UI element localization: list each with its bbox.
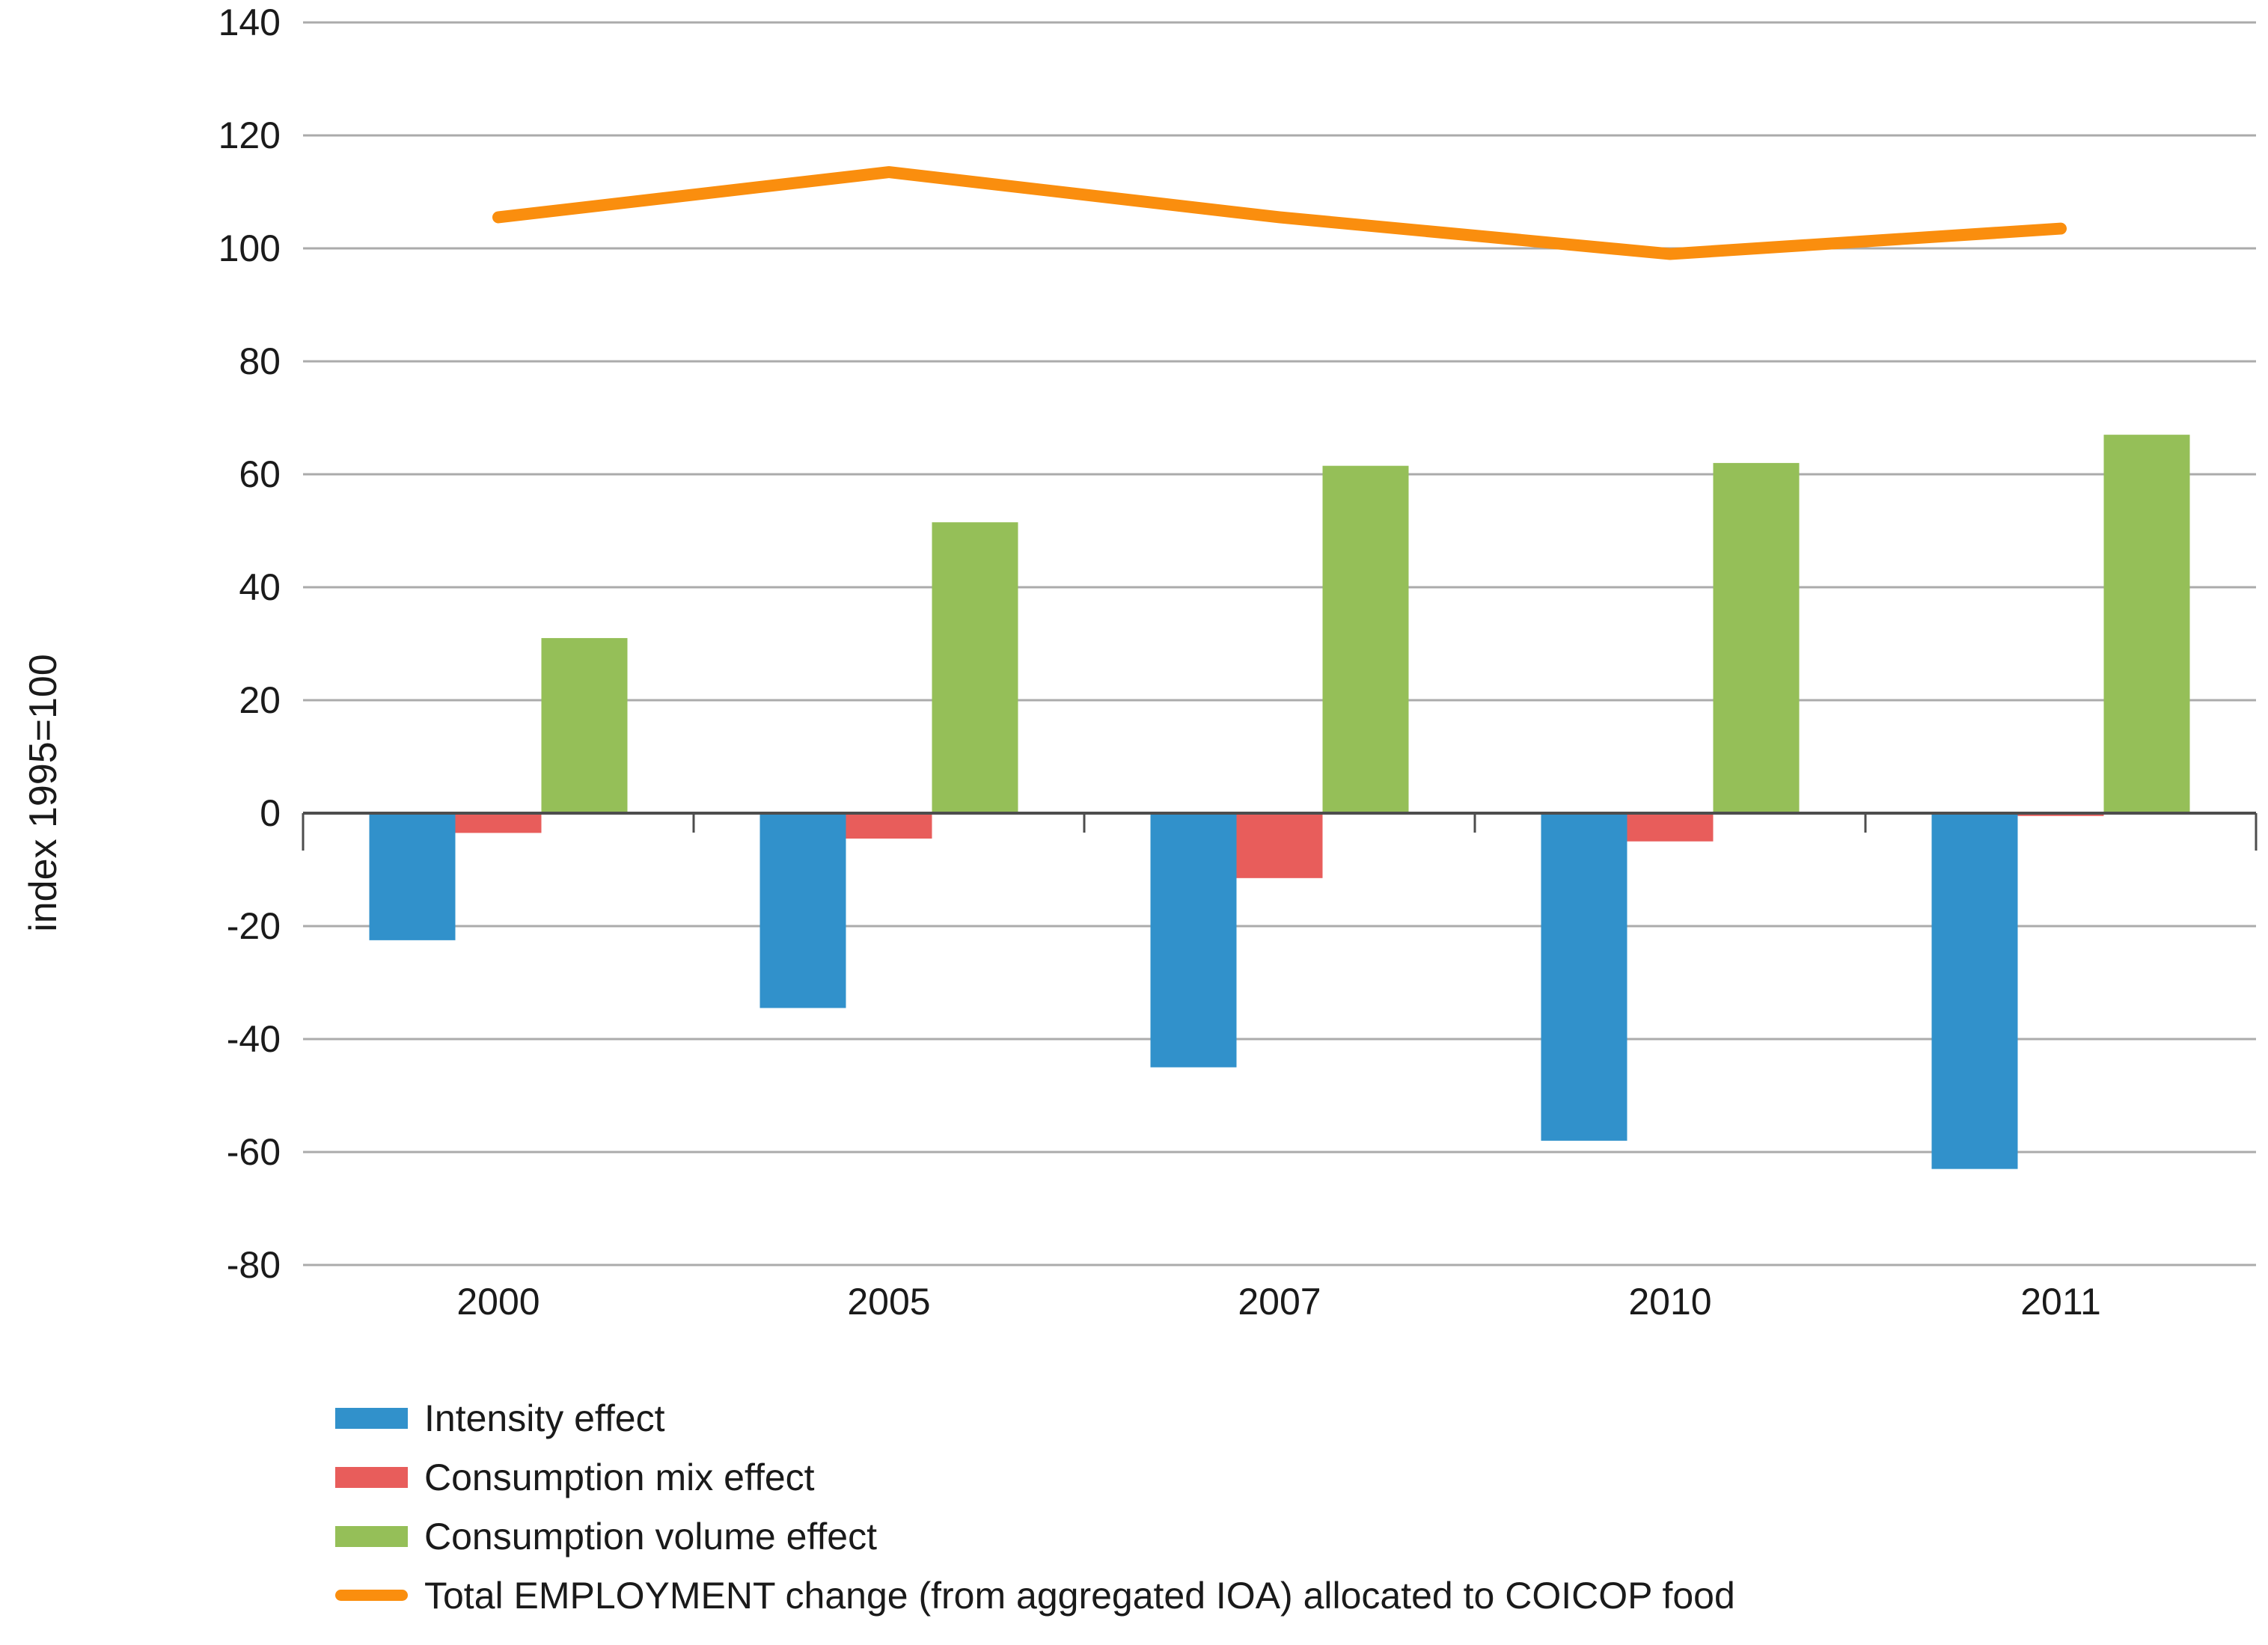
y-tick-label-100: 100: [218, 227, 281, 269]
bar-intensity-effect-2005: [759, 813, 846, 1008]
legend-item-total-employment-change: Total EMPLOYMENT change (from aggregated…: [335, 1566, 1735, 1625]
bar-consumption-mix-effect-2010: [1627, 813, 1714, 842]
x-tick-label-2010: 2010: [1628, 1281, 1711, 1323]
bar-consumption-mix-effect-2005: [846, 813, 932, 839]
y-tick-label--80: -80: [227, 1244, 281, 1286]
x-tick-label-2011: 2011: [2020, 1281, 2101, 1323]
y-tick-label--40: -40: [227, 1018, 281, 1060]
bar-consumption-volume-effect-2005: [932, 522, 1018, 813]
y-tick-label-20: 20: [239, 679, 281, 721]
bar-consumption-volume-effect-2007: [1322, 465, 1409, 813]
bar-intensity-effect-2011: [1931, 813, 2018, 1169]
legend-item-consumption-volume-effect: Consumption volume effect: [335, 1507, 1735, 1566]
legend-label-consumption-mix-effect: Consumption mix effect: [424, 1456, 815, 1498]
legend-label-total-employment-change: Total EMPLOYMENT change (from aggregated…: [424, 1574, 1735, 1617]
y-tick-label-120: 120: [218, 114, 281, 156]
x-tick-label-2005: 2005: [847, 1281, 930, 1323]
legend-item-consumption-mix-effect: Consumption mix effect: [335, 1448, 1735, 1507]
y-tick-label-140: 140: [218, 1, 281, 43]
legend-item-intensity-effect: Intensity effect: [335, 1388, 1735, 1448]
legend: Intensity effect Consumption mix effect …: [335, 1388, 1735, 1625]
y-tick-label-80: 80: [239, 340, 281, 382]
bar-consumption-volume-effect-2010: [1713, 462, 1800, 813]
bar-intensity-effect-2010: [1541, 813, 1627, 1141]
bar-intensity-effect-2000: [369, 813, 456, 940]
legend-label-intensity-effect: Intensity effect: [424, 1397, 665, 1439]
y-tick-label-0: 0: [260, 792, 281, 834]
legend-swatch-consumption-mix-effect: [335, 1466, 408, 1488]
legend-label-consumption-volume-effect: Consumption volume effect: [424, 1515, 877, 1557]
bar-consumption-volume-effect-2000: [541, 637, 628, 813]
y-tick-label--20: -20: [227, 905, 281, 947]
bar-consumption-mix-effect-2007: [1236, 813, 1323, 878]
legend-swatch-intensity-effect: [335, 1407, 408, 1429]
y-tick-label--60: -60: [227, 1131, 281, 1173]
x-tick-label-2000: 2000: [456, 1281, 540, 1323]
legend-swatch-consumption-volume-effect: [335, 1525, 408, 1547]
y-tick-label-60: 60: [239, 453, 281, 495]
bar-intensity-effect-2007: [1150, 813, 1237, 1067]
line-total-employment-change: [492, 166, 2067, 260]
bar-consumption-volume-effect-2011: [2103, 435, 2190, 813]
bar-consumption-mix-effect-2000: [455, 813, 542, 833]
legend-line-marker-total-employment-change: [335, 1590, 408, 1601]
x-tick-label-2007: 2007: [1238, 1281, 1321, 1323]
y-tick-label-40: 40: [239, 566, 281, 608]
